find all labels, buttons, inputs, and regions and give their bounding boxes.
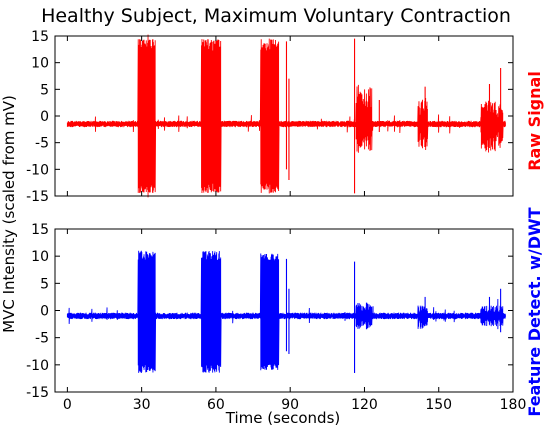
y-tick-label-dwt-6: -15 <box>26 385 49 401</box>
panel-label-feature-detect: Feature Detect. w/DWT <box>525 207 544 416</box>
y-tick-label-dwt-3: 0 <box>40 304 49 320</box>
x-tick-label-6: 180 <box>500 397 527 413</box>
x-axis-label: Time (seconds) <box>225 409 341 427</box>
panel-feature-detect: 15 10 5 0 -5 -10 -15 0 30 60 90 120 150 180 <box>26 222 526 413</box>
chart-title: Healthy Subject, Maximum Voluntary Contr… <box>41 5 511 27</box>
x-tick-label-2: 60 <box>207 397 225 413</box>
x-tick-label-4: 120 <box>351 397 378 413</box>
y-axis-label: MVC Intensity (scaled from mV) <box>0 95 18 333</box>
panel-label-raw-signal: Raw Signal <box>525 71 544 171</box>
y-tick-label-raw-2: 5 <box>40 82 49 98</box>
y-tick-label-dwt-0: 15 <box>31 222 49 238</box>
y-tick-label-dwt-2: 5 <box>40 276 49 292</box>
axes-frame-raw <box>54 35 514 197</box>
x-tick-label-1: 30 <box>133 397 151 413</box>
y-tick-label-raw-6: -15 <box>26 189 49 205</box>
y-tick-label-raw-4: -5 <box>35 136 49 152</box>
y-tick-label-raw-1: 10 <box>31 56 49 72</box>
panel-raw-signal: 15 10 5 0 -5 -10 -15 <box>26 29 514 205</box>
x-tick-label-0: 0 <box>63 397 72 413</box>
axes-frame-dwt <box>54 228 514 393</box>
y-tick-label-dwt-4: -5 <box>35 331 49 347</box>
y-tick-label-raw-0: 15 <box>31 29 49 45</box>
y-tick-label-dwt-1: 10 <box>31 249 49 265</box>
x-tick-label-3: 90 <box>281 397 299 413</box>
y-tick-label-raw-5: -10 <box>26 162 49 178</box>
y-tick-label-raw-3: 0 <box>40 109 49 125</box>
x-tick-label-5: 150 <box>425 397 452 413</box>
y-tick-label-dwt-5: -10 <box>26 358 49 374</box>
